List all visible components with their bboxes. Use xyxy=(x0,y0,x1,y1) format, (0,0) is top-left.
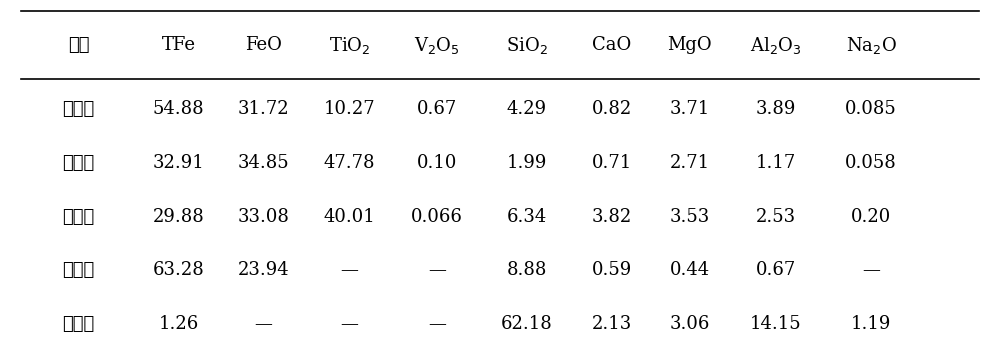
Text: 3.71: 3.71 xyxy=(669,100,710,118)
Text: 2.13: 2.13 xyxy=(592,315,632,333)
Text: 2.71: 2.71 xyxy=(669,154,710,172)
Text: 3.82: 3.82 xyxy=(592,207,632,225)
Text: TFe: TFe xyxy=(161,36,195,54)
Text: 2.53: 2.53 xyxy=(756,207,796,225)
Text: V$_2$O$_5$: V$_2$O$_5$ xyxy=(414,35,460,56)
Text: 3.89: 3.89 xyxy=(756,100,796,118)
Text: 1.26: 1.26 xyxy=(158,315,199,333)
Text: MgO: MgO xyxy=(667,36,712,54)
Text: —: — xyxy=(340,261,358,279)
Text: 0.44: 0.44 xyxy=(669,261,710,279)
Text: 40.01: 40.01 xyxy=(324,207,375,225)
Text: 1.19: 1.19 xyxy=(851,315,891,333)
Text: 6.34: 6.34 xyxy=(507,207,547,225)
Text: 钛精矿: 钛精矿 xyxy=(63,154,95,172)
Text: FeO: FeO xyxy=(245,36,282,54)
Text: 0.67: 0.67 xyxy=(417,100,457,118)
Text: —: — xyxy=(862,261,880,279)
Text: 33.08: 33.08 xyxy=(237,207,289,225)
Text: TiO$_2$: TiO$_2$ xyxy=(329,35,370,56)
Text: 29.88: 29.88 xyxy=(153,207,204,225)
Text: 0.67: 0.67 xyxy=(756,261,796,279)
Text: 白马矿: 白马矿 xyxy=(63,100,95,118)
Text: 膨润土: 膨润土 xyxy=(63,315,95,333)
Text: 32.91: 32.91 xyxy=(153,154,204,172)
Text: 0.085: 0.085 xyxy=(845,100,897,118)
Text: 0.066: 0.066 xyxy=(411,207,463,225)
Text: Al$_2$O$_3$: Al$_2$O$_3$ xyxy=(750,35,801,56)
Text: 31.72: 31.72 xyxy=(237,100,289,118)
Text: —: — xyxy=(340,315,358,333)
Text: 8.88: 8.88 xyxy=(507,261,547,279)
Text: SiO$_2$: SiO$_2$ xyxy=(506,35,548,56)
Text: 0.10: 0.10 xyxy=(417,154,457,172)
Text: 磁铁矿: 磁铁矿 xyxy=(63,261,95,279)
Text: 14.15: 14.15 xyxy=(750,315,802,333)
Text: —: — xyxy=(428,261,446,279)
Text: 54.88: 54.88 xyxy=(153,100,204,118)
Text: 矿种: 矿种 xyxy=(68,36,89,54)
Text: 23.94: 23.94 xyxy=(237,261,289,279)
Text: —: — xyxy=(254,315,272,333)
Text: 1.17: 1.17 xyxy=(756,154,796,172)
Text: 0.82: 0.82 xyxy=(592,100,632,118)
Text: 3.06: 3.06 xyxy=(669,315,710,333)
Text: 0.058: 0.058 xyxy=(845,154,897,172)
Text: 0.20: 0.20 xyxy=(851,207,891,225)
Text: CaO: CaO xyxy=(592,36,631,54)
Text: 0.59: 0.59 xyxy=(592,261,632,279)
Text: 63.28: 63.28 xyxy=(153,261,204,279)
Text: 34.85: 34.85 xyxy=(237,154,289,172)
Text: —: — xyxy=(428,315,446,333)
Text: 钛中矿: 钛中矿 xyxy=(63,207,95,225)
Text: 0.71: 0.71 xyxy=(592,154,632,172)
Text: Na$_2$O: Na$_2$O xyxy=(846,35,896,56)
Text: 3.53: 3.53 xyxy=(669,207,710,225)
Text: 1.99: 1.99 xyxy=(507,154,547,172)
Text: 10.27: 10.27 xyxy=(324,100,375,118)
Text: 62.18: 62.18 xyxy=(501,315,553,333)
Text: 4.29: 4.29 xyxy=(507,100,547,118)
Text: 47.78: 47.78 xyxy=(324,154,375,172)
